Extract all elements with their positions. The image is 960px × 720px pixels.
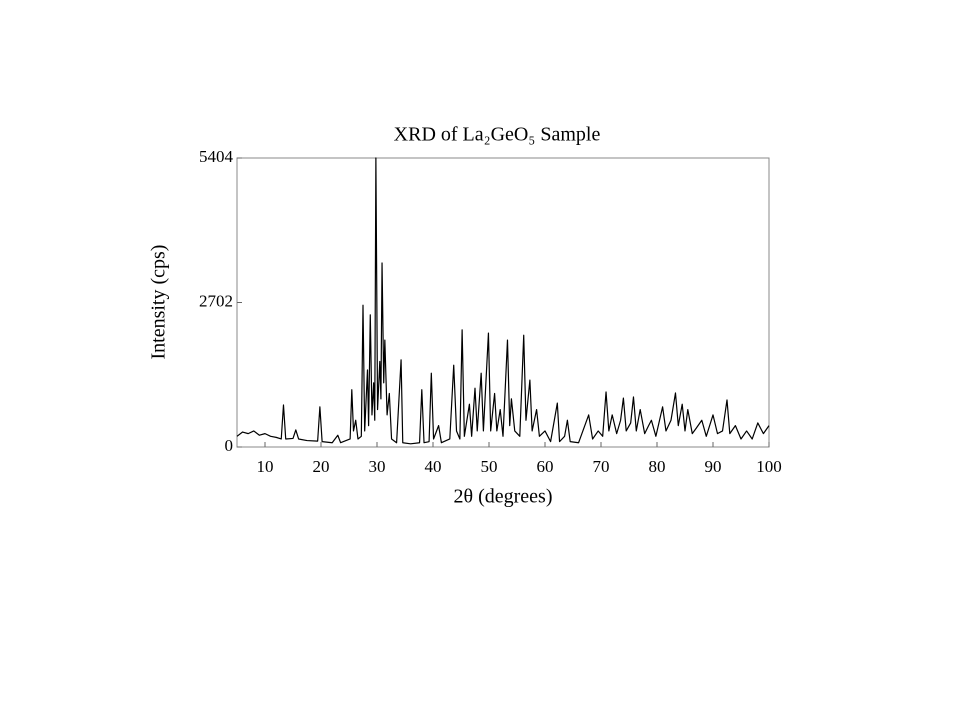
data-line: [236, 157, 770, 445]
x-tick-label: 20: [313, 457, 330, 476]
x-tick-label: 50: [481, 457, 498, 476]
x-tick-label: 90: [705, 457, 722, 476]
y-tick-label: 0: [225, 436, 234, 455]
chart-title: XRD of La₂GeO₅ Sample: [394, 124, 601, 146]
x-tick-label: 70: [593, 457, 610, 476]
x-tick-label: 10: [257, 457, 274, 476]
x-tick-label: 100: [756, 457, 782, 476]
x-tick-label: 40: [425, 457, 442, 476]
y-axis-label: Intensity (cps): [148, 245, 170, 360]
x-axis-label: 2θ (degrees): [454, 486, 553, 508]
y-tick-label: 2702: [199, 291, 233, 310]
x-tick-label: 80: [649, 457, 666, 476]
x-tick-label: 60: [537, 457, 554, 476]
x-tick-label: 30: [369, 457, 386, 476]
y-tick-label: 5404: [199, 147, 234, 166]
